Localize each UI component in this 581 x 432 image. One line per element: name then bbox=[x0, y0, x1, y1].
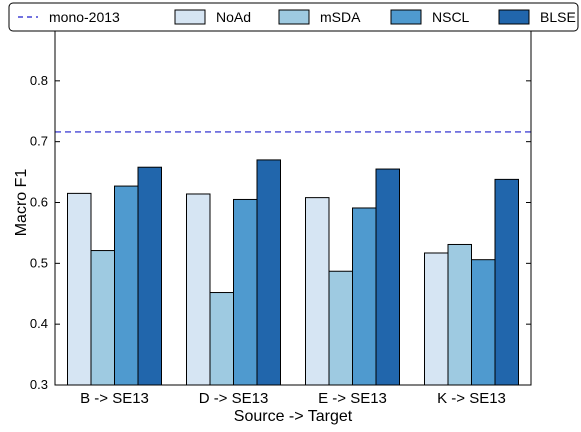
legend-item-nscl: NSCL bbox=[390, 9, 470, 25]
y-tick-label: 0.5 bbox=[30, 255, 48, 270]
y-tick-label: 0.7 bbox=[30, 134, 48, 149]
legend-item-noad: NoAd bbox=[174, 9, 251, 25]
legend-label-mono-2013: mono-2013 bbox=[49, 9, 120, 25]
legend-label-msda: mSDA bbox=[320, 9, 361, 25]
y-axis: 0.3 0.4 0.5 0.6 0.7 0.8 bbox=[30, 73, 531, 392]
x-tick-label: K -> SE13 bbox=[437, 390, 506, 407]
legend-swatch-blse bbox=[498, 9, 530, 25]
bar-msda-d-se13 bbox=[209, 292, 234, 386]
legend-item-msda: mSDA bbox=[278, 9, 361, 25]
legend-swatch-msda bbox=[278, 9, 310, 25]
bar-msda-e-se13 bbox=[328, 270, 353, 386]
y-tick-label: 0.3 bbox=[30, 377, 48, 392]
x-tick-label: E -> SE13 bbox=[318, 390, 387, 407]
bar-nscl-k-se13 bbox=[471, 259, 496, 386]
bar-blse-e-se13 bbox=[375, 168, 400, 386]
y-tick-label: 0.4 bbox=[30, 316, 48, 331]
legend-swatch-noad bbox=[174, 9, 206, 25]
x-axis: B -> SE13 D -> SE13 E -> SE13 K -> SE13 bbox=[80, 390, 506, 407]
legend-label-noad: NoAd bbox=[216, 9, 251, 25]
legend-item-blse: BLSE bbox=[498, 9, 576, 25]
bar-msda-b-se13 bbox=[90, 250, 115, 386]
legend: mono-2013 NoAd mSDA NSCL BLSE bbox=[8, 2, 579, 32]
bar-noad-e-se13 bbox=[305, 197, 330, 386]
bar-noad-b-se13 bbox=[67, 192, 92, 386]
y-axis-label: Macro F1 bbox=[13, 169, 30, 237]
x-tick-label: B -> SE13 bbox=[80, 390, 149, 407]
bar-noad-k-se13 bbox=[424, 252, 449, 386]
x-axis-label: Source -> Target bbox=[234, 408, 353, 425]
bar-nscl-b-se13 bbox=[114, 185, 139, 386]
bar-noad-d-se13 bbox=[186, 193, 211, 386]
bar-blse-b-se13 bbox=[137, 166, 162, 386]
legend-label-nscl: NSCL bbox=[432, 9, 470, 25]
bar-blse-d-se13 bbox=[256, 159, 281, 386]
legend-label-blse: BLSE bbox=[540, 9, 576, 25]
bar-msda-k-se13 bbox=[447, 243, 472, 386]
y-tick-label: 0.6 bbox=[30, 195, 48, 210]
legend-item-mono-2013: mono-2013 bbox=[18, 9, 120, 25]
bar-blse-k-se13 bbox=[494, 178, 519, 386]
bar-nscl-d-se13 bbox=[233, 198, 258, 386]
bar-nscl-e-se13 bbox=[352, 207, 377, 386]
bars-layer bbox=[67, 159, 519, 386]
legend-swatch-nscl bbox=[390, 9, 422, 25]
x-tick-label: D -> SE13 bbox=[199, 390, 269, 407]
y-tick-label: 0.8 bbox=[30, 73, 48, 88]
